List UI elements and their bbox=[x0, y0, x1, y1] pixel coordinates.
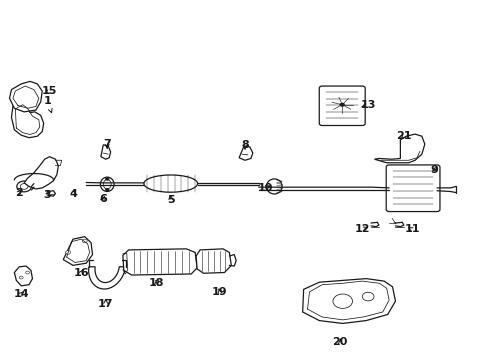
Text: 11: 11 bbox=[404, 225, 420, 234]
Circle shape bbox=[66, 251, 71, 254]
Text: 6: 6 bbox=[99, 194, 107, 204]
Circle shape bbox=[340, 103, 344, 107]
Text: 20: 20 bbox=[333, 337, 348, 347]
Text: 21: 21 bbox=[396, 131, 412, 141]
Text: 13: 13 bbox=[361, 100, 376, 110]
Text: 3: 3 bbox=[43, 190, 51, 200]
Circle shape bbox=[105, 188, 109, 191]
Polygon shape bbox=[239, 146, 253, 160]
FancyBboxPatch shape bbox=[386, 165, 440, 212]
Polygon shape bbox=[196, 249, 231, 273]
Polygon shape bbox=[101, 145, 111, 159]
Text: 9: 9 bbox=[431, 165, 439, 175]
Polygon shape bbox=[89, 267, 125, 289]
Text: 4: 4 bbox=[69, 189, 77, 199]
Text: 7: 7 bbox=[103, 139, 111, 149]
FancyBboxPatch shape bbox=[319, 86, 365, 126]
Text: 17: 17 bbox=[98, 299, 114, 309]
Text: 5: 5 bbox=[167, 195, 174, 205]
Text: 1: 1 bbox=[43, 96, 52, 113]
Ellipse shape bbox=[100, 177, 114, 192]
Text: 8: 8 bbox=[241, 140, 249, 150]
Circle shape bbox=[105, 177, 109, 180]
Circle shape bbox=[362, 292, 374, 301]
Polygon shape bbox=[303, 279, 395, 323]
Circle shape bbox=[19, 276, 23, 279]
Ellipse shape bbox=[144, 175, 197, 192]
Text: 2: 2 bbox=[15, 188, 23, 198]
Polygon shape bbox=[123, 249, 197, 275]
Text: 12: 12 bbox=[355, 225, 370, 234]
Text: 18: 18 bbox=[148, 278, 164, 288]
Text: 14: 14 bbox=[13, 289, 29, 299]
Circle shape bbox=[25, 271, 29, 274]
Ellipse shape bbox=[103, 180, 111, 189]
Polygon shape bbox=[24, 157, 58, 189]
Polygon shape bbox=[14, 266, 32, 286]
Text: 10: 10 bbox=[258, 183, 273, 193]
Circle shape bbox=[82, 239, 87, 243]
Polygon shape bbox=[63, 237, 93, 265]
Polygon shape bbox=[374, 134, 425, 163]
Circle shape bbox=[333, 294, 352, 309]
Text: 19: 19 bbox=[212, 287, 227, 297]
Polygon shape bbox=[11, 101, 44, 138]
Text: 15: 15 bbox=[42, 86, 57, 96]
Text: 16: 16 bbox=[74, 267, 89, 278]
Ellipse shape bbox=[267, 179, 282, 194]
Polygon shape bbox=[9, 81, 42, 112]
